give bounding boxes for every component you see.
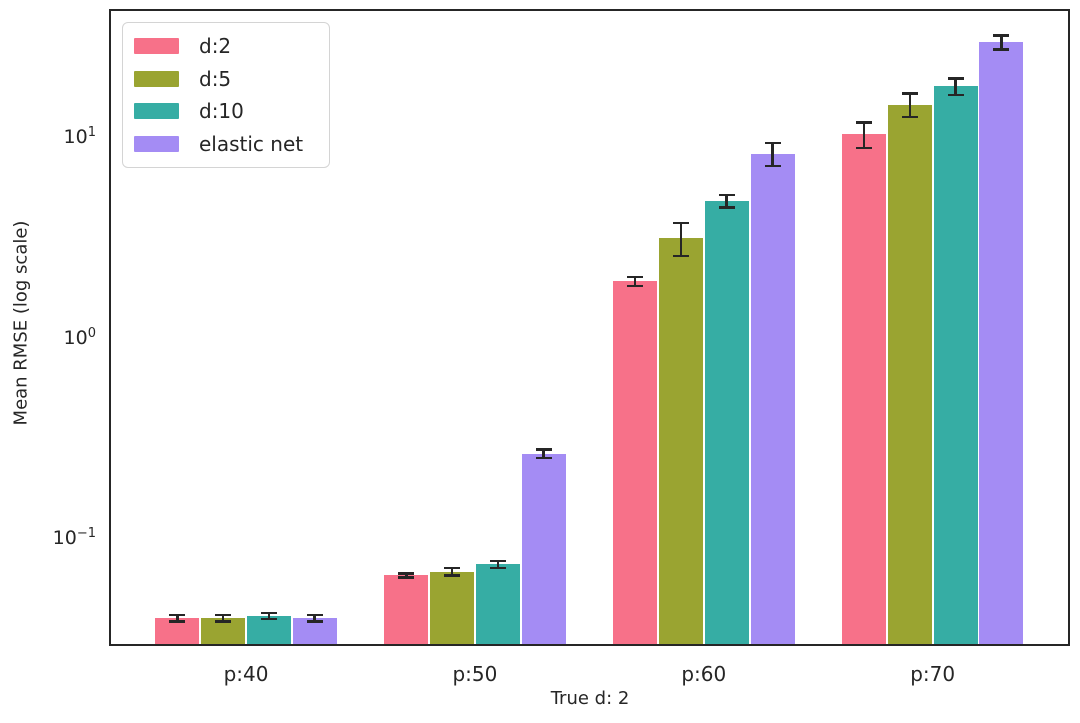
error-bar-cap [215,620,232,623]
error-bar [1000,35,1003,50]
error-bar-cap [993,34,1010,37]
legend: d:2 d:5 d:10 elastic net [122,22,330,168]
error-bar-cap [764,141,781,145]
y-tick-label: 101 [63,124,96,148]
bar-d-10-p-60 [704,200,749,646]
bar-d-2-p-40 [155,618,200,646]
legend-swatch-icon [134,70,179,87]
legend-item-d-2: d:2 [134,36,329,56]
error-bar-cap [444,566,460,570]
error-bar-cap [993,48,1010,51]
error-bar [496,561,500,568]
legend-item-d-5: d:5 [134,69,329,89]
legend-label: d:10 [199,99,244,124]
error-bar-cap [901,115,918,119]
x-tick-label: p:40 [223,662,269,686]
x-axis-label: True d: 2 [550,688,630,709]
error-bar-cap [535,456,552,460]
error-bar-cap [260,617,277,621]
legend-item-elastic-net: elastic net [134,134,329,154]
error-bar-cap [627,284,644,288]
error-bar-cap [444,574,460,577]
legend-swatch-icon [134,103,179,120]
error-bar [176,615,179,622]
error-bar-cap [169,613,186,617]
bar-elastic-net-p-40 [292,618,337,646]
x-tick-label: p:60 [681,662,727,686]
bar-d-2-p-70 [842,134,886,646]
error-bar [725,194,728,208]
error-bar-cap [947,77,964,80]
bar-d-5-p-60 [658,238,703,646]
error-bar-cap [718,193,735,197]
error-bar-cap [306,613,323,617]
error-bar-cap [764,164,781,168]
error-bar [267,613,271,620]
bar-d-5-p-50 [430,571,474,646]
error-bar-cap [260,611,277,615]
x-tick-label: p:70 [910,662,956,686]
error-bar-cap [947,93,964,97]
error-bar [771,143,774,167]
error-bar-cap [489,566,506,570]
error-bar-cap [856,146,872,150]
legend-label: d:5 [199,66,232,91]
legend-label: d:2 [199,33,232,58]
error-bar-cap [398,572,415,575]
error-bar-cap [672,221,689,225]
bar-elastic-net-p-60 [750,153,795,646]
error-bar [542,449,545,458]
error-bar-cap [535,448,552,451]
bar-d-5-p-70 [887,104,932,646]
error-bar-cap [718,206,735,209]
legend-swatch-icon [134,37,179,54]
bar-d-10-p-40 [246,616,291,646]
error-bar-cap [672,254,689,258]
error-bar-cap [489,559,506,563]
x-tick-label: p:50 [452,662,498,686]
bar-elastic-net-p-50 [521,453,566,646]
error-bar [633,276,637,286]
error-bar-cap [215,613,232,617]
y-tick-label: 100 [63,325,96,349]
error-bar [313,615,316,622]
bar-d-10-p-50 [475,564,520,646]
legend-label: elastic net [199,132,304,157]
bar-d-10-p-70 [933,86,978,646]
error-bar [221,615,225,622]
bar-d-5-p-40 [201,618,246,646]
error-bar [405,573,408,578]
bar-elastic-net-p-70 [979,42,1024,646]
error-bar-cap [169,620,186,623]
error-bar [862,122,866,148]
error-bar [908,93,912,118]
bar-d-2-p-60 [613,281,658,646]
error-bar-cap [306,620,323,623]
error-bar-cap [398,576,415,579]
error-bar-cap [901,92,918,95]
bar-d-2-p-50 [384,575,429,646]
error-bar [450,567,454,576]
legend-swatch-icon [134,136,179,153]
y-tick-label: 10−1 [52,526,96,550]
error-bar [954,78,957,95]
legend-item-d-10: d:10 [134,101,329,121]
error-bar [679,223,683,257]
error-bar-cap [627,275,644,279]
error-bar-cap [856,121,872,124]
